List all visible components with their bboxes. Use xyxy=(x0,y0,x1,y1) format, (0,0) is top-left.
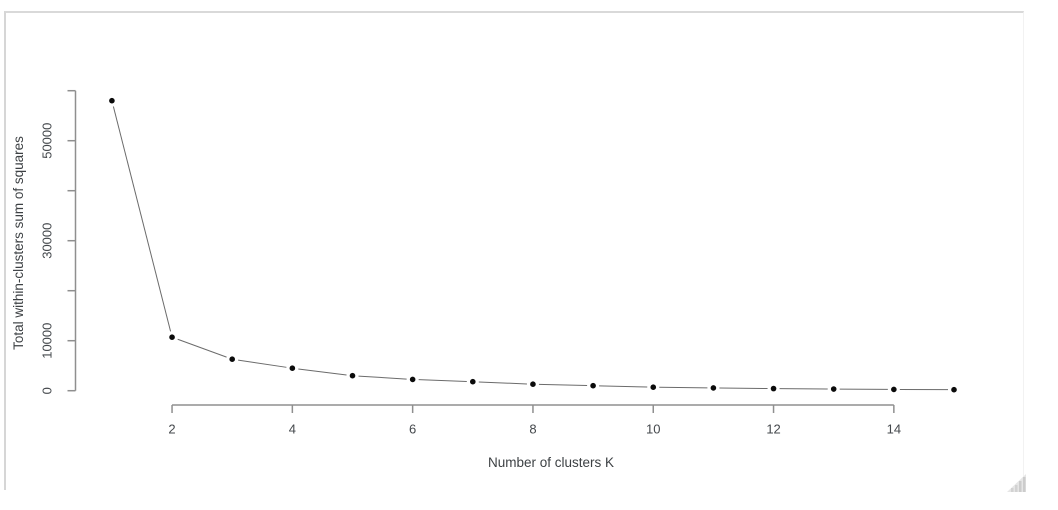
data-point xyxy=(951,386,957,393)
data-point xyxy=(650,384,657,391)
data-point xyxy=(770,385,777,392)
series-segment xyxy=(177,338,227,358)
x-axis-title: Number of clusters K xyxy=(488,455,614,470)
data-point xyxy=(590,382,596,389)
series-segment xyxy=(659,386,708,389)
series-segment xyxy=(538,383,588,387)
x-tick-label: 8 xyxy=(529,422,536,437)
data-point xyxy=(710,385,717,391)
y-tick-label: 50000 xyxy=(40,123,55,159)
series-segment xyxy=(358,375,407,380)
data-point xyxy=(409,376,416,383)
series-segment xyxy=(418,379,467,382)
series-segment xyxy=(478,381,527,385)
data-point xyxy=(830,386,837,392)
series-segment xyxy=(112,106,172,332)
x-tick-label: 6 xyxy=(409,422,416,437)
data-point xyxy=(169,334,175,341)
plot-frame xyxy=(4,11,1024,490)
resize-grip-icon[interactable] xyxy=(1007,474,1026,492)
data-point xyxy=(109,97,115,104)
y-tick-label: 0 xyxy=(40,387,55,394)
x-tick-label: 12 xyxy=(766,422,780,437)
y-axis: 0 10000 30000 50000 xyxy=(40,89,77,394)
data-point xyxy=(470,378,476,385)
series-segment xyxy=(238,359,287,368)
data-point xyxy=(891,386,897,393)
series-segment xyxy=(719,387,768,390)
y-axis-title: Total within-clusters sum of squares xyxy=(11,136,26,350)
data-point xyxy=(530,381,536,388)
y-tick-label: 30000 xyxy=(40,223,55,259)
y-tick-label: 10000 xyxy=(40,323,55,359)
x-tick-label: 2 xyxy=(168,422,175,437)
series-segment xyxy=(599,385,648,388)
data-series xyxy=(109,97,957,393)
data-point xyxy=(349,372,356,379)
x-axis: 2 4 6 8 10 12 14 xyxy=(168,404,901,437)
x-tick-label: 10 xyxy=(646,422,660,437)
x-tick-label: 14 xyxy=(887,422,901,437)
data-point xyxy=(229,356,235,363)
data-point xyxy=(289,365,296,372)
series-segment xyxy=(298,368,347,376)
x-tick-label: 4 xyxy=(289,422,296,437)
